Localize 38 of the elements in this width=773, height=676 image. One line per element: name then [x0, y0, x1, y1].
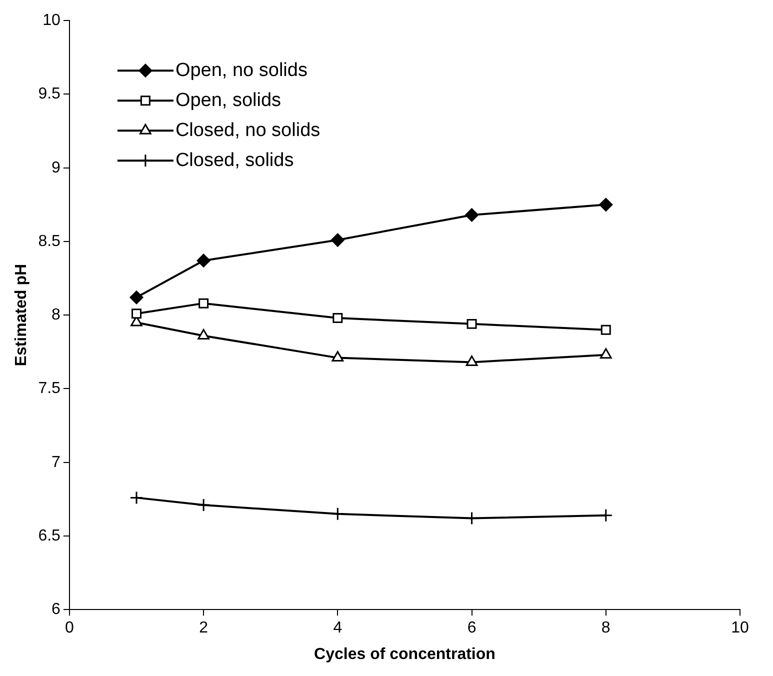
point	[332, 351, 344, 362]
y-tick-label: 7	[52, 454, 61, 471]
point	[198, 328, 210, 340]
legend-label: Closed, no solids	[175, 120, 320, 141]
x-tick-label: 10	[731, 620, 749, 637]
point	[332, 313, 343, 324]
y-tick-label: 9	[52, 159, 61, 176]
legend-label: Open, solids	[175, 90, 282, 111]
point	[198, 298, 209, 308]
point	[330, 507, 344, 521]
x-tick-label: 2	[199, 620, 208, 637]
point	[465, 208, 479, 222]
x-tick-label: 4	[333, 620, 342, 637]
point	[130, 290, 144, 304]
point	[330, 233, 344, 247]
y-tick-label: 8.5	[38, 232, 61, 250]
y-tick-label: 7.5	[38, 380, 61, 398]
point	[196, 498, 210, 512]
point	[600, 348, 612, 359]
x-axis-title: Cycles of concentration	[314, 646, 496, 663]
x-tick-label: 8	[601, 620, 610, 637]
y-tick-label: 6.5	[38, 527, 61, 544]
x-tick-label: 0	[64, 620, 74, 637]
y-axis-title: Estimated pH	[13, 264, 30, 366]
y-tick-label: 10	[42, 12, 61, 30]
y-tick-label: 9.5	[38, 86, 61, 103]
point	[132, 308, 142, 319]
legend-label: Closed, solids	[175, 150, 294, 171]
point	[466, 355, 478, 366]
point	[599, 198, 613, 212]
y-tick-label: 8	[52, 306, 61, 324]
point	[600, 324, 611, 335]
legend-label: Open, no solids	[175, 60, 308, 81]
y-tick-label: 6	[52, 601, 61, 618]
x-tick-label: 6	[467, 620, 476, 637]
point	[466, 318, 477, 329]
point	[196, 254, 210, 268]
point	[130, 490, 144, 504]
